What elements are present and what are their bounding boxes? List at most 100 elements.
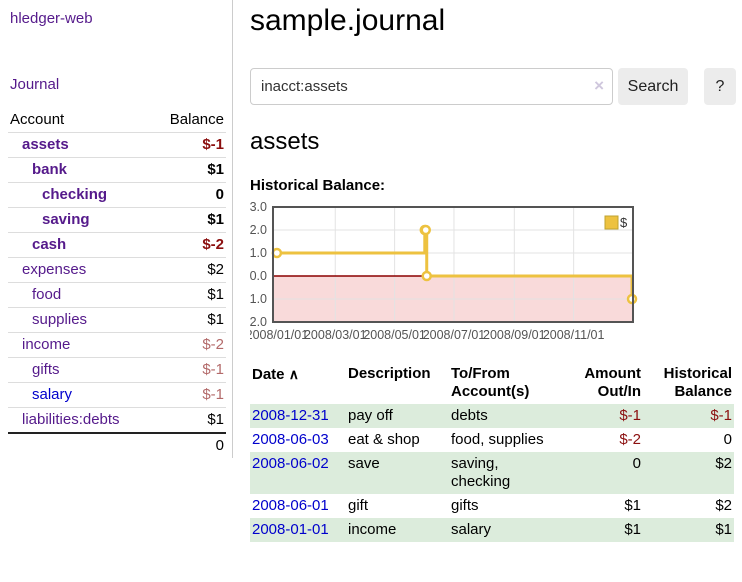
account-link-liabilities-debts[interactable]: liabilities:debts (22, 411, 120, 428)
account-heading: assets (250, 128, 320, 155)
register-row: 2008-12-31 pay off debts $-1 $-1 (250, 404, 734, 428)
account-balance: $-2 (202, 236, 224, 253)
account-row: bank $1 (8, 157, 226, 182)
account-link-expenses[interactable]: expenses (22, 261, 87, 278)
register-row: 2008-06-01 gift gifts $1 $2 (250, 494, 734, 518)
account-balance: $-1 (202, 136, 224, 153)
account-balance: $1 (207, 286, 224, 303)
account-link-gifts[interactable]: gifts (32, 361, 60, 378)
search-input-wrap: × (250, 68, 613, 105)
accounts-table: Account Balance assets $-1 bank $1 check… (8, 108, 226, 458)
historical-balance-chart: 3.0 2.0 1.0 0.0 -1.0 -2.02008/01/012008/03/01… (250, 202, 742, 347)
main-content: sample.journal × Search ? assets Histori… (233, 0, 742, 542)
transaction-accounts: food, supplies (451, 431, 544, 448)
sidebar-nav: Journal (10, 76, 225, 94)
clear-search-icon[interactable]: × (594, 76, 604, 95)
register-row: 2008-01-01 income salary $1 $1 (250, 518, 734, 542)
account-balance: $1 (207, 161, 224, 178)
transaction-description: income (348, 521, 397, 538)
transaction-amount: $-1 (619, 407, 641, 424)
svg-text:2008/01/01: 2008/01/01 (250, 328, 308, 342)
date-header-label: Date (252, 366, 285, 383)
svg-text:3.0: 3.0 (250, 202, 267, 214)
accounts-header-balance: Balance (169, 111, 224, 128)
transaction-description: gift (348, 497, 369, 514)
sidebar-item-journal[interactable]: Journal (10, 76, 60, 93)
page: hledger-web Journal Account Balance asse… (0, 0, 742, 542)
app-title-link[interactable]: hledger-web (10, 10, 93, 27)
transaction-date-link[interactable]: 2008-06-01 (252, 497, 329, 514)
account-link-food[interactable]: food (32, 286, 62, 303)
sidebar: hledger-web Journal Account Balance asse… (0, 0, 233, 458)
account-link-supplies[interactable]: supplies (32, 311, 88, 328)
account-balance: $1 (207, 211, 224, 228)
account-row: assets $-1 (8, 132, 226, 157)
account-row: saving $1 (8, 207, 226, 232)
chart-canvas: 3.0 2.0 1.0 0.0 -1.0 -2.02008/01/012008/03/01… (250, 202, 638, 342)
svg-text:-2.0: -2.0 (250, 315, 267, 329)
account-row: salary $-1 (8, 382, 226, 407)
account-balance: $1 (207, 311, 224, 328)
transaction-date-link[interactable]: 2008-06-03 (252, 431, 329, 448)
accounts-total-balance: 0 (215, 437, 224, 454)
account-balance: $2 (207, 261, 224, 278)
transaction-amount: $-2 (619, 431, 641, 448)
account-balance: $-1 (202, 386, 224, 403)
sort-ascending-icon: ∧ (288, 366, 299, 382)
account-link-bank[interactable]: bank (32, 161, 68, 178)
transaction-description: save (348, 455, 380, 472)
page-title: sample.journal (250, 4, 446, 37)
column-header-accounts: To/From Account(s) (451, 365, 530, 400)
svg-text:2008/11/01: 2008/11/01 (543, 328, 605, 342)
svg-text:$: $ (620, 215, 628, 230)
transaction-amount: 0 (632, 455, 641, 472)
register-table: Date ∧ Description To/From Account(s) Am… (250, 362, 734, 542)
register-row: 2008-06-02 save saving, checking 0 $2 (250, 452, 734, 494)
account-balance: $-1 (202, 361, 224, 378)
accounts-header-row: Account Balance (8, 108, 226, 132)
svg-text:2008/03/01: 2008/03/01 (304, 328, 367, 342)
account-link-saving[interactable]: saving (42, 211, 90, 228)
transaction-date-link[interactable]: 2008-06-02 (252, 455, 329, 472)
transaction-amount: $1 (624, 521, 641, 538)
search-form: × Search ? (250, 68, 742, 105)
account-balance: 0 (215, 186, 224, 203)
transaction-balance: $2 (715, 497, 732, 514)
accounts-total-row: 0 (8, 432, 226, 458)
transaction-accounts: debts (451, 407, 488, 424)
svg-text:-1.0: -1.0 (250, 292, 267, 306)
column-header-description: Description (348, 365, 431, 382)
search-button[interactable]: Search (618, 68, 688, 105)
register-row: 2008-06-03 eat & shop food, supplies $-2… (250, 428, 734, 452)
transaction-balance: 0 (723, 431, 732, 448)
help-button[interactable]: ? (704, 68, 736, 105)
account-link-cash[interactable]: cash (32, 236, 67, 253)
svg-text:2008/09/01: 2008/09/01 (483, 328, 546, 342)
transaction-balance: $2 (715, 455, 732, 472)
account-balance: $-2 (202, 336, 224, 353)
search-input[interactable] (250, 68, 613, 105)
transaction-description: pay off (348, 407, 393, 424)
transaction-accounts: salary (451, 521, 492, 538)
account-link-salary[interactable]: salary (32, 386, 73, 403)
column-header-amount: Amount Out/In (584, 365, 641, 400)
transaction-description: eat & shop (348, 431, 420, 448)
svg-text:0.0: 0.0 (250, 269, 267, 283)
column-header-balance: Historical Balance (663, 365, 732, 400)
account-link-assets[interactable]: assets (22, 136, 69, 153)
transaction-balance: $1 (715, 521, 732, 538)
account-link-income[interactable]: income (22, 336, 71, 353)
account-row: checking 0 (8, 182, 226, 207)
column-header-date[interactable]: Date ∧ (250, 362, 346, 404)
chart-title: Historical Balance: (250, 177, 386, 194)
account-link-checking[interactable]: checking (42, 186, 108, 203)
account-row: expenses $2 (8, 257, 226, 282)
transaction-amount: $1 (624, 497, 641, 514)
account-row: income $-2 (8, 332, 226, 357)
transaction-date-link[interactable]: 2008-01-01 (252, 521, 329, 538)
transaction-date-link[interactable]: 2008-12-31 (252, 407, 329, 424)
svg-text:2008/05/01: 2008/05/01 (363, 328, 426, 342)
register-header-row: Date ∧ Description To/From Account(s) Am… (250, 362, 734, 404)
svg-text:2008/07/01: 2008/07/01 (423, 328, 486, 342)
transaction-accounts: saving, checking (451, 455, 511, 490)
